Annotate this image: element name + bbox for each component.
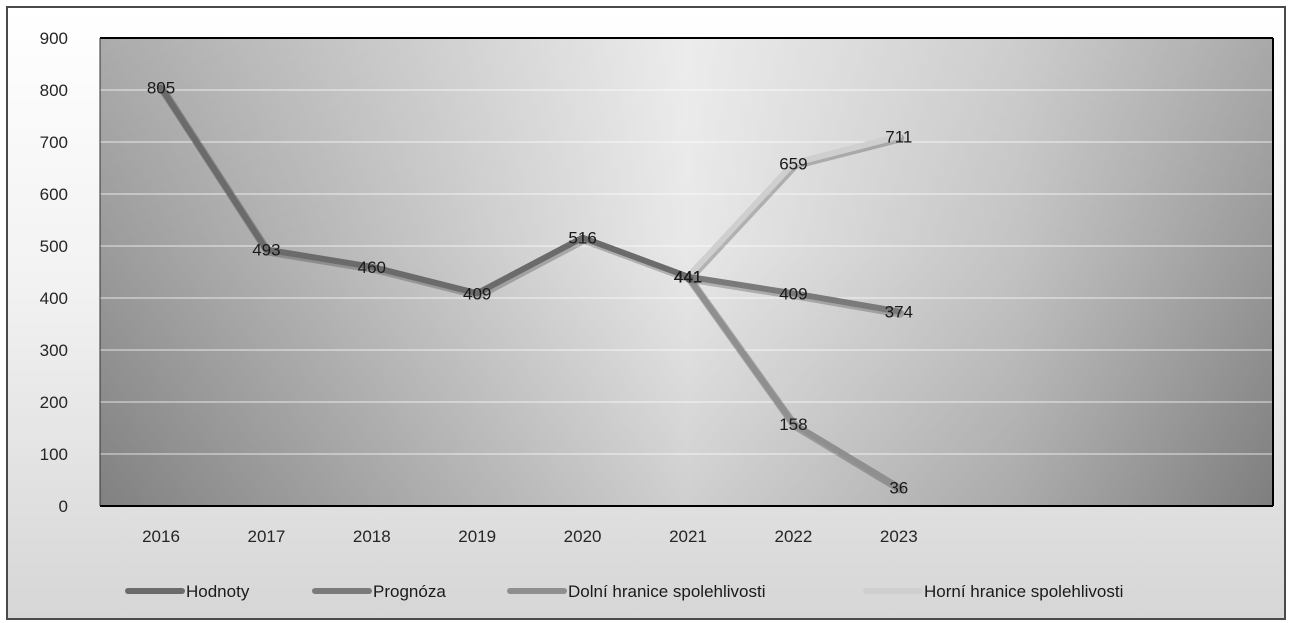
y-tick-label: 300: [40, 341, 68, 360]
legend-label: Dolní hranice spolehlivosti: [568, 582, 766, 601]
series-line-3: [685, 133, 902, 280]
y-tick-label: 600: [40, 185, 68, 204]
series-line-1: [685, 273, 902, 315]
data-label: 374: [885, 303, 913, 322]
data-label: 158: [779, 415, 807, 434]
data-label: 36: [889, 478, 908, 497]
data-label: 516: [568, 229, 596, 248]
data-label: 659: [779, 154, 807, 173]
legend-label: Prognóza: [373, 582, 446, 601]
data-label: 441: [674, 268, 702, 287]
data-label: 441: [674, 268, 702, 287]
x-tick-label: 2023: [880, 527, 918, 546]
y-tick-label: 900: [40, 29, 68, 48]
y-tick-label: 800: [40, 81, 68, 100]
y-tick-label: 100: [40, 445, 68, 464]
x-tick-label: 2019: [458, 527, 496, 546]
y-tick-label: 400: [40, 289, 68, 308]
data-label: 409: [463, 284, 491, 303]
data-label: 409: [779, 284, 807, 303]
x-tick-label: 2020: [564, 527, 602, 546]
series-line-0: [158, 84, 691, 297]
data-label: 460: [358, 258, 386, 277]
legend-label: Horní hranice spolehlivosti: [924, 582, 1123, 601]
data-label: 711: [885, 127, 912, 146]
y-tick-label: 500: [40, 237, 68, 256]
x-tick-label: 2016: [142, 527, 180, 546]
x-tick-label: 2017: [247, 527, 285, 546]
y-tick-label: 0: [59, 497, 68, 516]
data-label: 493: [252, 241, 280, 260]
y-tick-label: 200: [40, 393, 68, 412]
data-label: 805: [147, 78, 175, 97]
y-tick-label: 700: [40, 133, 68, 152]
data-label: 441: [674, 268, 702, 287]
legend-label: Hodnoty: [186, 582, 250, 601]
x-tick-label: 2018: [353, 527, 391, 546]
x-tick-label: 2021: [669, 527, 707, 546]
plot-area-shade: [100, 38, 1273, 506]
series-line-2: [685, 273, 902, 491]
x-tick-label: 2022: [774, 527, 812, 546]
data-label: 441: [674, 268, 702, 287]
